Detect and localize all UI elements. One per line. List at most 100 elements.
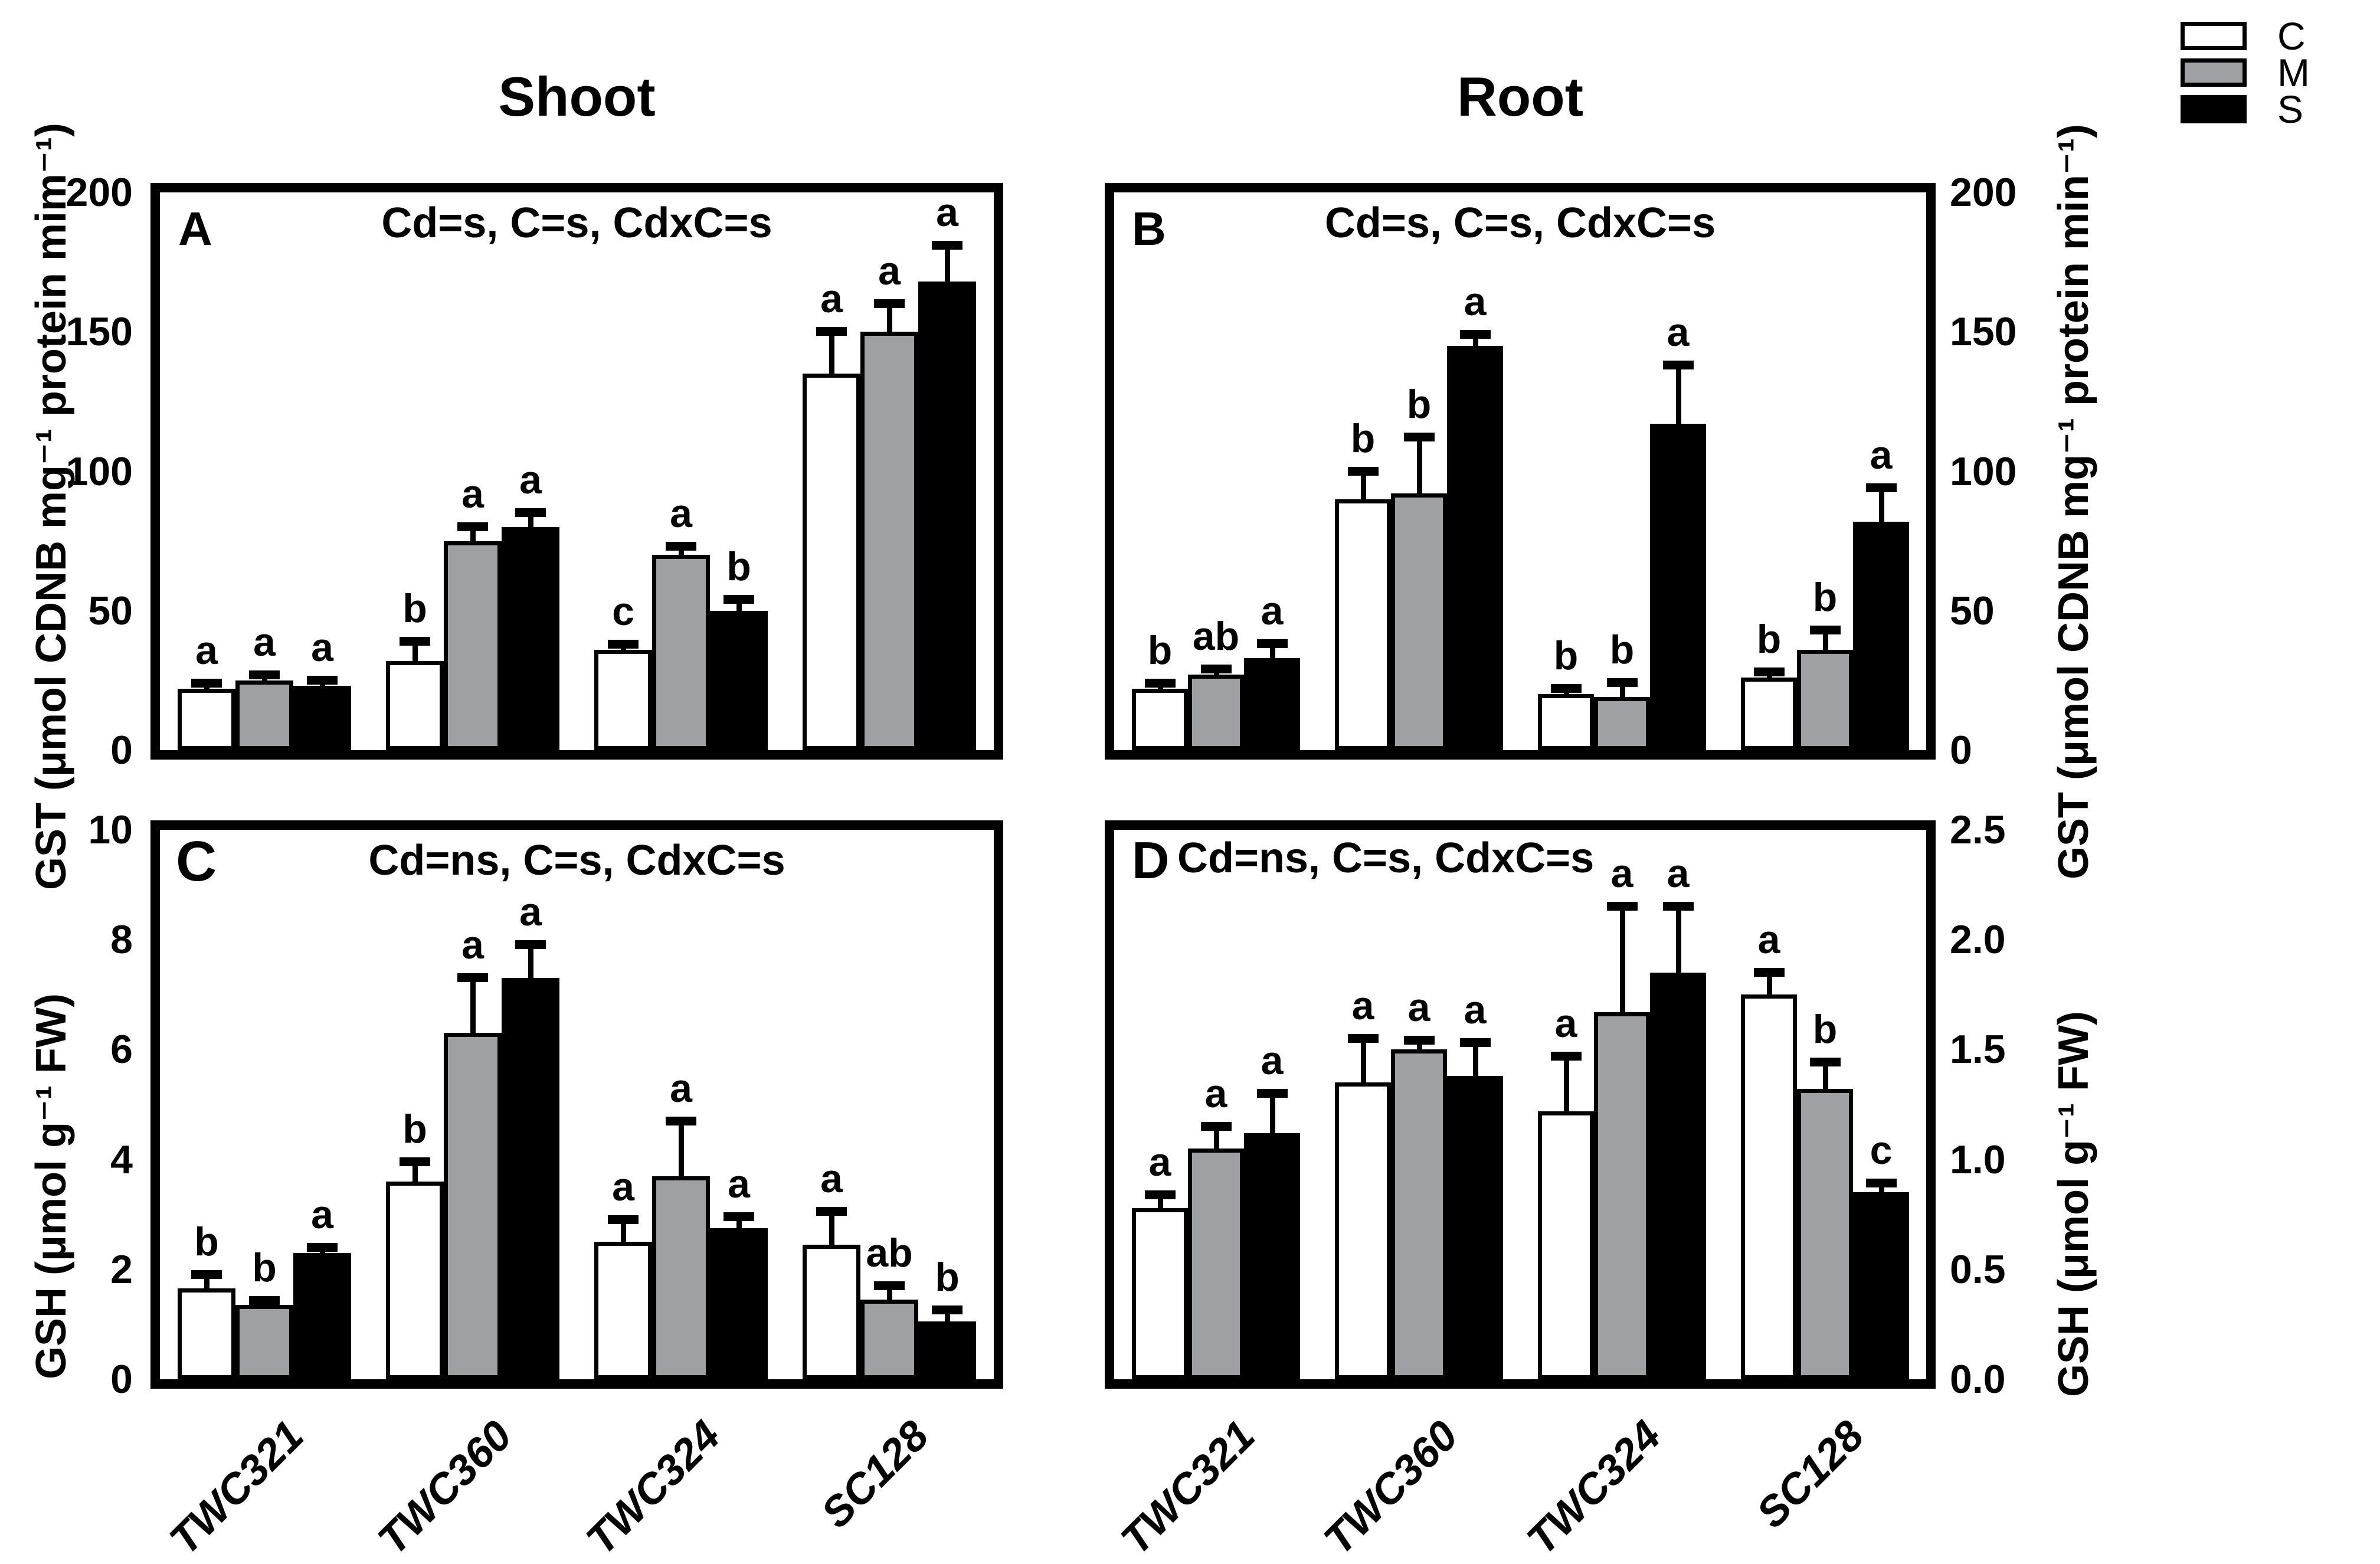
y-tick-label: 2.5 bbox=[1950, 807, 2006, 852]
bar-c-sc128 bbox=[1741, 678, 1797, 750]
bar-s-twc324 bbox=[710, 1228, 768, 1379]
significance-letter: b bbox=[726, 544, 751, 589]
panel-letter-d: D bbox=[1132, 831, 1170, 889]
significance-letter: a bbox=[461, 472, 484, 516]
bar-c-twc321 bbox=[1132, 689, 1188, 750]
error-bar bbox=[1472, 1043, 1478, 1076]
error-bar-cap bbox=[307, 1243, 338, 1252]
significance-letter: a bbox=[878, 248, 901, 293]
error-bar-cap bbox=[1144, 1190, 1176, 1199]
error-bar-cap bbox=[1809, 1058, 1841, 1066]
error-bar bbox=[829, 332, 834, 374]
significance-letter: b bbox=[1553, 633, 1579, 678]
bar-c-twc321 bbox=[178, 1288, 235, 1379]
legend: C M S bbox=[2181, 17, 2310, 131]
significance-letter: ab bbox=[1192, 614, 1240, 659]
legend-swatch-white bbox=[2181, 22, 2247, 50]
error-bar-cap bbox=[1256, 1089, 1288, 1098]
error-bar bbox=[945, 1310, 950, 1321]
significance-letter: b bbox=[1350, 416, 1376, 461]
error-bar bbox=[1360, 472, 1366, 499]
error-bar bbox=[1822, 1062, 1828, 1089]
error-bar-cap bbox=[1144, 679, 1176, 688]
significance-letter: a bbox=[1667, 851, 1690, 896]
error-bar bbox=[1878, 1183, 1884, 1192]
y-tick-label: 0 bbox=[110, 1357, 133, 1402]
significance-letter: a bbox=[1407, 985, 1430, 1030]
significance-letter: c bbox=[612, 589, 634, 634]
bar-m-twc321 bbox=[1188, 675, 1244, 750]
bar-s-twc324 bbox=[1650, 424, 1706, 750]
stats-annotation-c: Cd=ns, C=s, CdxC=s bbox=[368, 837, 785, 884]
significance-letter: a bbox=[253, 620, 276, 665]
y-tick-label: 2 bbox=[110, 1246, 133, 1292]
significance-letter: a bbox=[1870, 433, 1893, 477]
error-bar-cap bbox=[1347, 467, 1379, 476]
error-bar-cap bbox=[1606, 902, 1638, 911]
error-bar-cap bbox=[515, 508, 546, 517]
bar-m-twc321 bbox=[235, 680, 293, 750]
error-bar bbox=[829, 1212, 834, 1245]
bar-m-sc128 bbox=[860, 332, 918, 750]
error-bar-cap bbox=[249, 1296, 280, 1305]
bar-c-twc321 bbox=[178, 689, 235, 750]
significance-letter: b bbox=[1812, 1007, 1838, 1052]
error-bar bbox=[204, 1275, 209, 1288]
error-bar bbox=[470, 978, 476, 1033]
error-bar-cap bbox=[666, 542, 696, 551]
legend-label: S bbox=[2277, 87, 2304, 131]
y-tick-label: 150 bbox=[66, 309, 133, 355]
error-bar bbox=[887, 304, 892, 332]
error-bar bbox=[470, 527, 476, 541]
significance-letter: a bbox=[1610, 851, 1633, 896]
y-tick-label: 50 bbox=[88, 588, 133, 633]
bar-m-sc128 bbox=[1797, 650, 1853, 750]
error-bar-cap bbox=[1200, 1122, 1232, 1131]
bar-m-sc128 bbox=[860, 1300, 918, 1379]
y-tick-label: 150 bbox=[1950, 309, 2017, 355]
y-tick-label: 100 bbox=[66, 449, 133, 494]
y-tick-label: 100 bbox=[1950, 449, 2017, 494]
error-bar-cap bbox=[457, 973, 488, 982]
y-tick-label: 1.0 bbox=[1950, 1137, 2006, 1182]
bar-s-twc321 bbox=[1244, 658, 1300, 750]
legend-swatch-black bbox=[2181, 95, 2247, 123]
error-bar-cap bbox=[874, 1281, 905, 1290]
column-title-root: Root bbox=[1456, 66, 1584, 127]
significance-letter: b bbox=[1609, 627, 1635, 672]
bar-c-twc324 bbox=[594, 650, 652, 750]
bar-s-twc321 bbox=[1244, 1133, 1300, 1379]
bar-m-sc128 bbox=[1797, 1089, 1853, 1379]
error-bar-cap bbox=[1550, 1052, 1582, 1061]
error-bar-cap bbox=[249, 670, 280, 679]
bar-s-twc360 bbox=[502, 978, 559, 1379]
bar-c-twc360 bbox=[386, 661, 444, 750]
significance-letter: a bbox=[1261, 588, 1284, 633]
bar-c-twc324 bbox=[1538, 694, 1594, 750]
error-bar-cap bbox=[515, 940, 546, 949]
bar-c-twc360 bbox=[386, 1182, 444, 1379]
bar-s-twc321 bbox=[293, 686, 351, 750]
significance-letter: a bbox=[1757, 917, 1780, 962]
y-tick-label: 6 bbox=[110, 1027, 133, 1072]
bar-m-twc360 bbox=[1391, 493, 1447, 750]
panel-letter-b: B bbox=[1132, 202, 1166, 255]
bar-s-twc321 bbox=[293, 1253, 351, 1379]
significance-letter: b bbox=[1406, 382, 1432, 427]
error-bar-cap bbox=[457, 522, 488, 531]
x-tick-label: SC128 bbox=[812, 1412, 938, 1537]
error-bar bbox=[528, 945, 533, 978]
error-bar-cap bbox=[191, 1270, 222, 1279]
significance-letter: a bbox=[195, 628, 218, 673]
significance-letter: a bbox=[461, 922, 484, 967]
x-tick-label: TWC360 bbox=[369, 1412, 521, 1564]
panel-letter-a: A bbox=[178, 202, 212, 255]
significance-letter: a bbox=[311, 1192, 333, 1237]
error-bar bbox=[1269, 644, 1275, 658]
error-bar-cap bbox=[1606, 678, 1638, 687]
error-bar-cap bbox=[724, 1212, 754, 1221]
column-title-shoot: Shoot bbox=[498, 66, 656, 127]
y-tick-label: 0.0 bbox=[1950, 1357, 2006, 1402]
error-bar bbox=[1360, 1039, 1366, 1082]
stats-annotation-a: Cd=s, C=s, CdxC=s bbox=[381, 199, 772, 247]
